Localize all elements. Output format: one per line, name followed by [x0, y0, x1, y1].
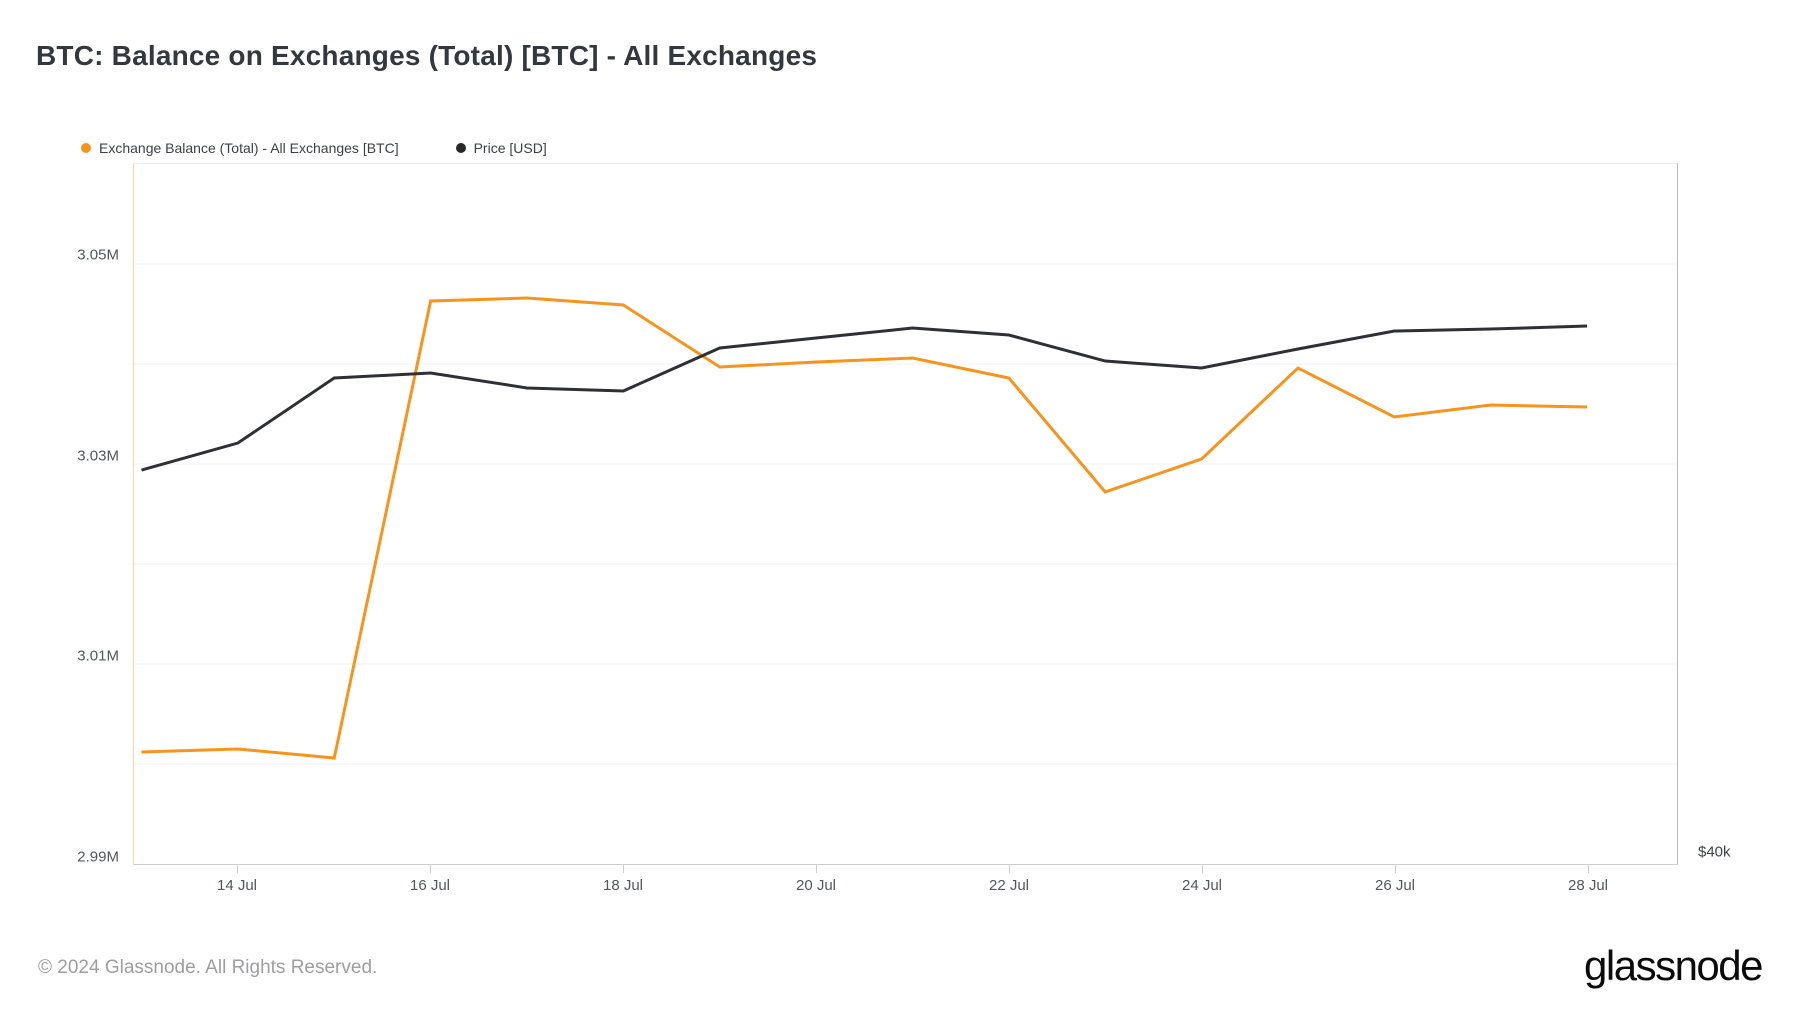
x-axis-tick [1201, 865, 1203, 873]
chart-canvas [134, 263, 1677, 765]
x-axis-label: 26 Jul [1374, 877, 1416, 894]
y-axis-label: 3.05M [77, 246, 119, 264]
x-axis-label: 24 Jul [1181, 877, 1223, 894]
right-axis-label: $40k [1698, 843, 1731, 861]
y-axis-label: 3.03M [77, 447, 119, 465]
glassnode-logo[interactable]: glassnode [1584, 942, 1763, 989]
x-axis-tick [1008, 865, 1010, 873]
legend-marker-balance [81, 143, 91, 153]
copyright-text: © 2024 Glassnode. All Rights Reserved. [38, 957, 378, 978]
legend-item-balance[interactable]: Exchange Balance (Total) - All Exchanges… [81, 140, 399, 156]
legend-label-price: Price [USD] [473, 140, 547, 156]
y-axis-label: 2.99M [77, 848, 119, 866]
x-axis-tick [429, 865, 431, 873]
price-line-series [141, 324, 1588, 472]
x-axis-label: 18 Jul [602, 877, 644, 894]
x-axis-label: 16 Jul [409, 877, 451, 894]
legend-label-balance: Exchange Balance (Total) - All Exchanges… [99, 140, 399, 156]
legend-marker-price [455, 143, 466, 153]
x-axis-tick [815, 865, 817, 873]
chart-legend: Exchange Balance (Total) - All Exchanges… [81, 140, 547, 156]
legend-item-price[interactable]: Price [USD] [455, 140, 547, 156]
x-axis-label: 28 Jul [1567, 877, 1609, 894]
chart-plot-area[interactable] [133, 163, 1678, 865]
y-axis-label: 3.01M [77, 647, 119, 665]
x-axis-label: 22 Jul [988, 877, 1030, 894]
x-axis-label: 20 Jul [795, 877, 837, 894]
x-axis-tick [1394, 865, 1396, 873]
x-axis-tick [236, 865, 238, 873]
x-axis-label: 14 Jul [216, 877, 258, 894]
chart-title: BTC: Balance on Exchanges (Total) [BTC] … [36, 40, 818, 71]
balance-line-series [141, 296, 1588, 760]
x-axis-tick [622, 865, 624, 873]
x-axis-tick [1587, 865, 1589, 873]
